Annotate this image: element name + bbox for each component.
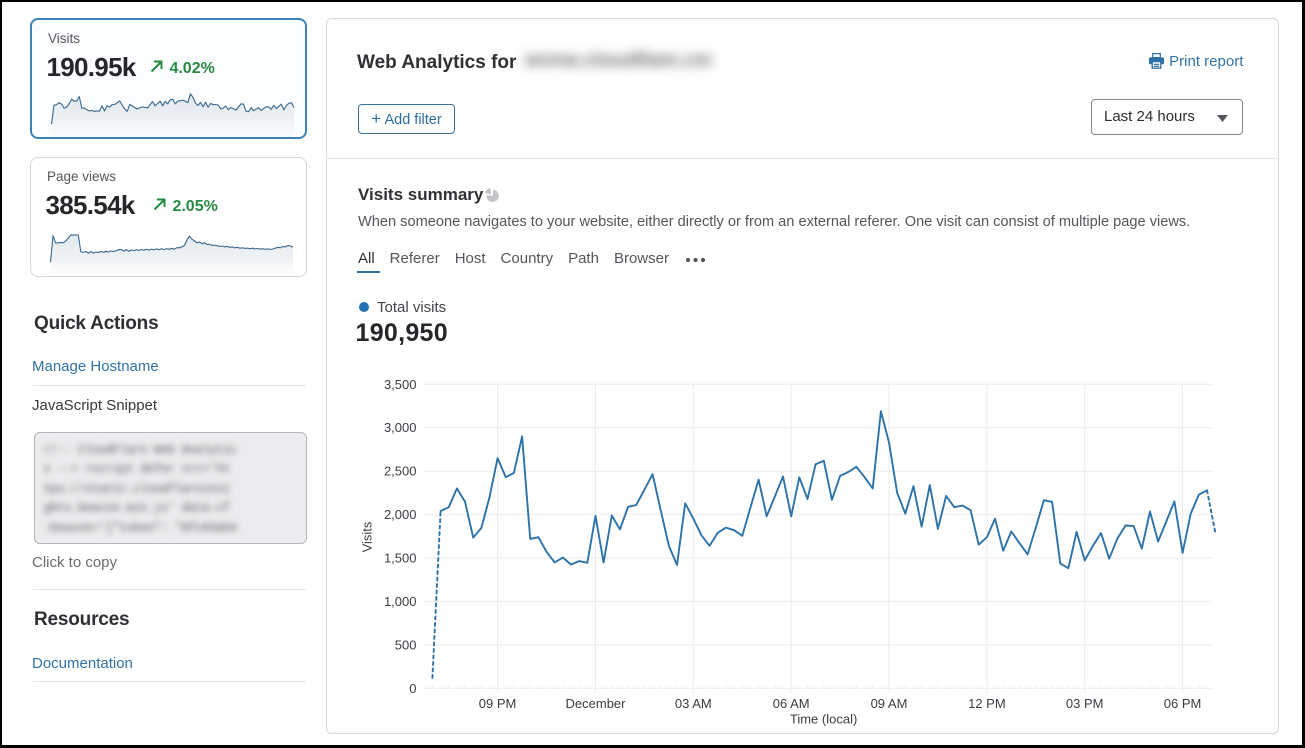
svg-text:1,500: 1,500: [384, 551, 417, 566]
svg-text:Visits: Visits: [360, 521, 375, 552]
svg-text:3,000: 3,000: [384, 420, 417, 435]
svg-text:06 PM: 06 PM: [1164, 696, 1202, 711]
svg-text:2,000: 2,000: [384, 507, 417, 522]
svg-text:03 AM: 03 AM: [675, 696, 712, 711]
svg-text:06 AM: 06 AM: [773, 696, 810, 711]
svg-text:1,000: 1,000: [384, 594, 417, 609]
svg-text:12 PM: 12 PM: [968, 696, 1006, 711]
svg-text:Time (local): Time (local): [790, 712, 857, 727]
svg-text:03 PM: 03 PM: [1066, 696, 1104, 711]
svg-text:09 PM: 09 PM: [479, 696, 517, 711]
svg-text:3,500: 3,500: [384, 377, 417, 392]
svg-text:December: December: [566, 696, 627, 711]
svg-text:500: 500: [395, 637, 417, 652]
svg-text:09 AM: 09 AM: [871, 696, 908, 711]
svg-text:0: 0: [409, 681, 416, 696]
svg-text:2,500: 2,500: [384, 464, 417, 479]
